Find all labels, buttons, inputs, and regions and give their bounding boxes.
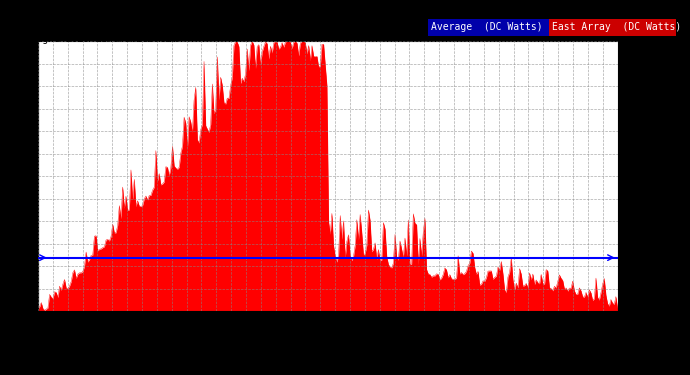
Text: East Array  (DC Watts): East Array (DC Watts) xyxy=(552,22,681,32)
Text: East Array Actual & Average Power Tue Sep 3 19:22: East Array Actual & Average Power Tue Se… xyxy=(147,11,543,26)
Text: Copyright 2019 Cartronics.com: Copyright 2019 Cartronics.com xyxy=(7,34,177,44)
Text: +369.47: +369.47 xyxy=(624,253,666,262)
Text: Average  (DC Watts): Average (DC Watts) xyxy=(431,22,543,32)
